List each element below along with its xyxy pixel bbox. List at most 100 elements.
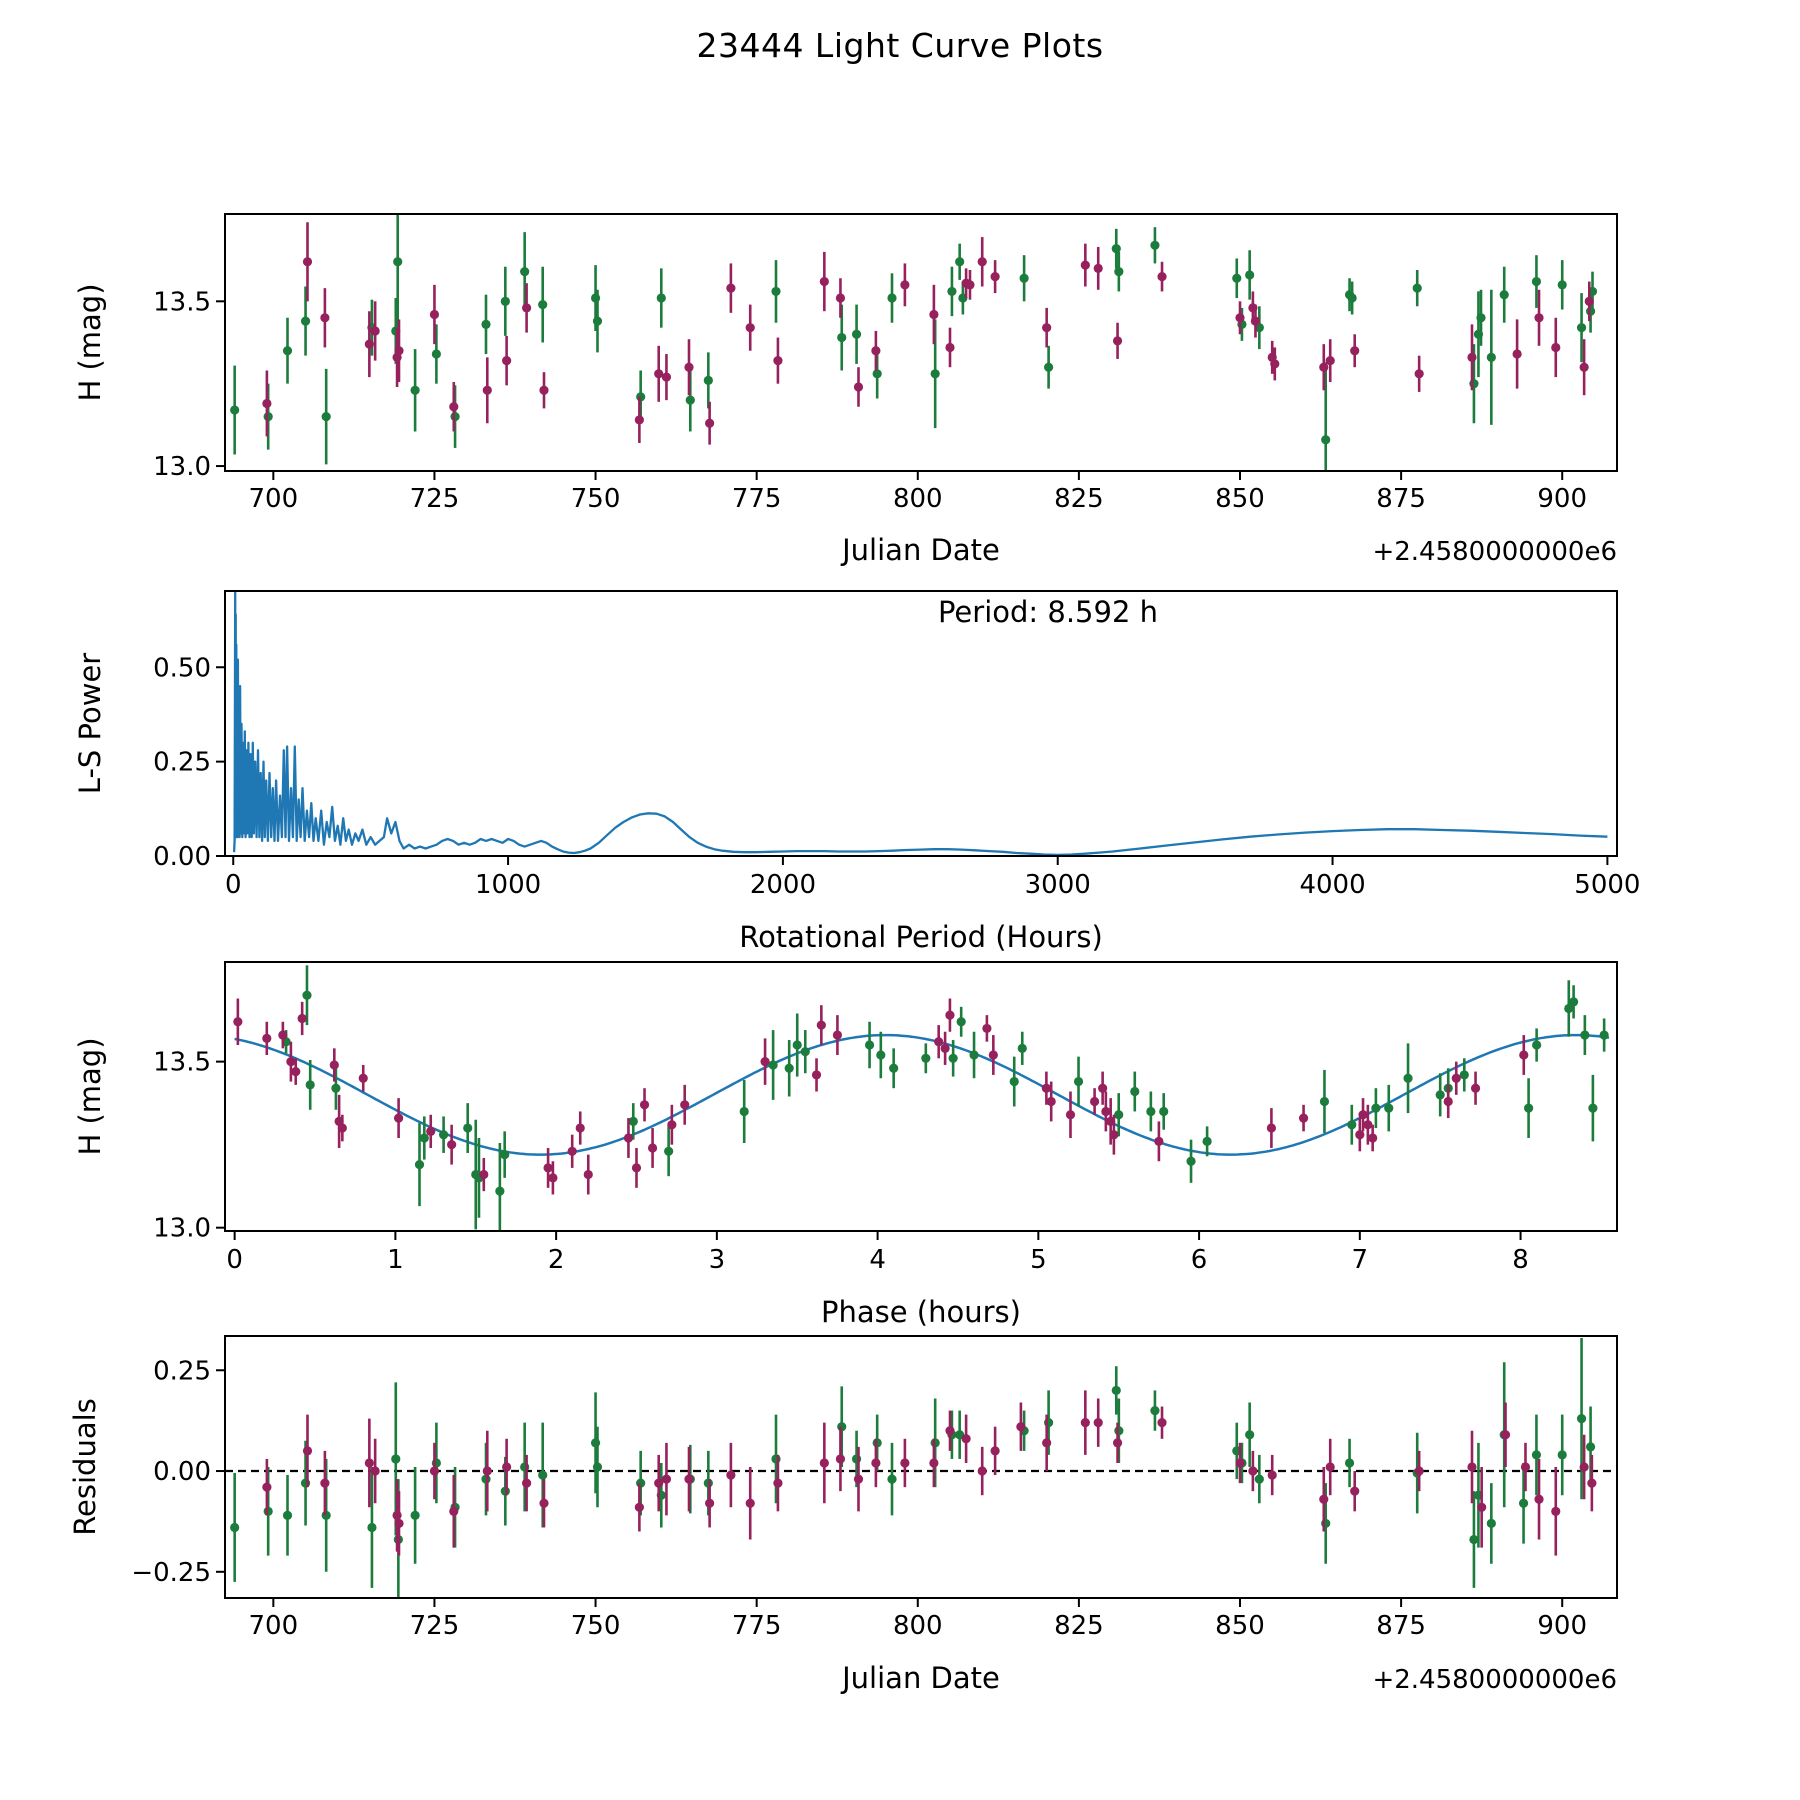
data-point [1576,1414,1587,1424]
data-point [370,326,380,336]
x-tick-label: 0 [226,1245,243,1275]
data-point [988,1050,998,1060]
x-tick-label: 725 [410,484,460,514]
x-tick-label: 700 [249,1611,299,1641]
data-point [1499,290,1509,300]
x-tick-label: 900 [1537,484,1587,514]
data-point [889,1063,899,1073]
x-tick-label: 800 [893,1611,943,1641]
data-point [684,1474,694,1484]
x-tick-label: 725 [410,1611,460,1641]
data-point [262,398,272,409]
data-point [876,1050,886,1060]
data-point [726,1470,736,1480]
data-point [500,296,510,306]
data-point [948,1053,958,1063]
x-tick-label: 850 [1215,484,1265,514]
data-point [705,418,715,428]
data-point [684,362,694,372]
data-point [835,293,846,303]
data-point [1512,349,1522,359]
x-axis-offset-text: +2.4580000000e6 [1372,1665,1617,1695]
data-point [773,356,783,366]
data-point [1350,1486,1360,1496]
data-point [1098,1083,1108,1093]
data-point [592,1462,603,1472]
data-point [447,1140,457,1150]
data-point [945,1426,955,1436]
data-point [1467,352,1477,362]
data-point [961,1434,971,1444]
data-point [1114,1110,1124,1120]
data-point [1321,435,1331,445]
data-point [482,1466,492,1476]
data-point [871,346,881,356]
data-point [929,1458,939,1468]
data-point [921,1053,931,1063]
data-point [680,1100,690,1110]
data-point [667,1120,677,1130]
data-point [394,346,404,356]
data-point [329,1060,339,1070]
phase-folded-ylabel: H (mag) [73,1037,107,1155]
y-tick-label: 0.50 [153,653,211,683]
data-point [431,349,441,359]
data-point [1371,1103,1381,1113]
data-point [426,1126,436,1136]
x-tick-label: 800 [893,484,943,514]
data-point [900,1458,910,1468]
data-point [945,1010,955,1020]
data-point [1347,293,1357,303]
data-point [800,1047,810,1057]
data-point [286,1057,296,1067]
residuals-jd-axes-frame [224,1335,1618,1599]
data-point [1109,1130,1119,1140]
data-point [887,293,897,303]
jd-lightcurve-green-observations [230,214,1598,471]
data-point [1520,1462,1531,1472]
data-point [1111,243,1121,254]
data-point [370,1466,380,1476]
data-point [479,1169,489,1180]
phase-folded-purple-observations [233,998,1529,1195]
data-point [1477,1502,1487,1512]
ls-power-curve [232,591,1608,856]
x-tick-label: 825 [1054,1611,1104,1641]
data-point [1350,346,1360,356]
data-point [1532,1040,1542,1050]
data-point [1111,1385,1121,1396]
data-point [934,1037,944,1047]
x-tick-label: 875 [1376,484,1426,514]
x-axis-offset-text: +2.4580000000e6 [1372,537,1617,567]
data-point [1325,1462,1335,1472]
data-point [1093,1418,1103,1428]
data-point [548,1173,558,1183]
data-point [449,402,459,412]
data-point [1254,1474,1264,1484]
data-point [956,1017,966,1027]
periodogram-ylabel: L-S Power [73,653,107,794]
jd-lightcurve-ylabel: H (mag) [73,283,107,401]
data-point [522,303,532,313]
data-point [773,1478,783,1488]
data-point [760,1057,770,1067]
data-point [1347,1120,1357,1130]
data-point [282,1510,293,1520]
data-point [583,1169,593,1180]
x-tick-label: 875 [1376,1611,1426,1641]
x-tick-label: 750 [571,484,621,514]
phase-folded-axes-frame [224,961,1618,1232]
data-point [543,1163,553,1173]
data-point [463,1123,473,1133]
data-point [1154,1136,1164,1146]
x-tick-label: 0 [225,870,242,900]
data-point [522,1478,532,1488]
data-point [661,1474,672,1484]
data-point [1569,997,1579,1007]
data-point [930,369,940,379]
data-point [233,1017,243,1027]
data-point [656,293,666,303]
data-point [1267,1470,1277,1480]
data-point [726,283,736,293]
